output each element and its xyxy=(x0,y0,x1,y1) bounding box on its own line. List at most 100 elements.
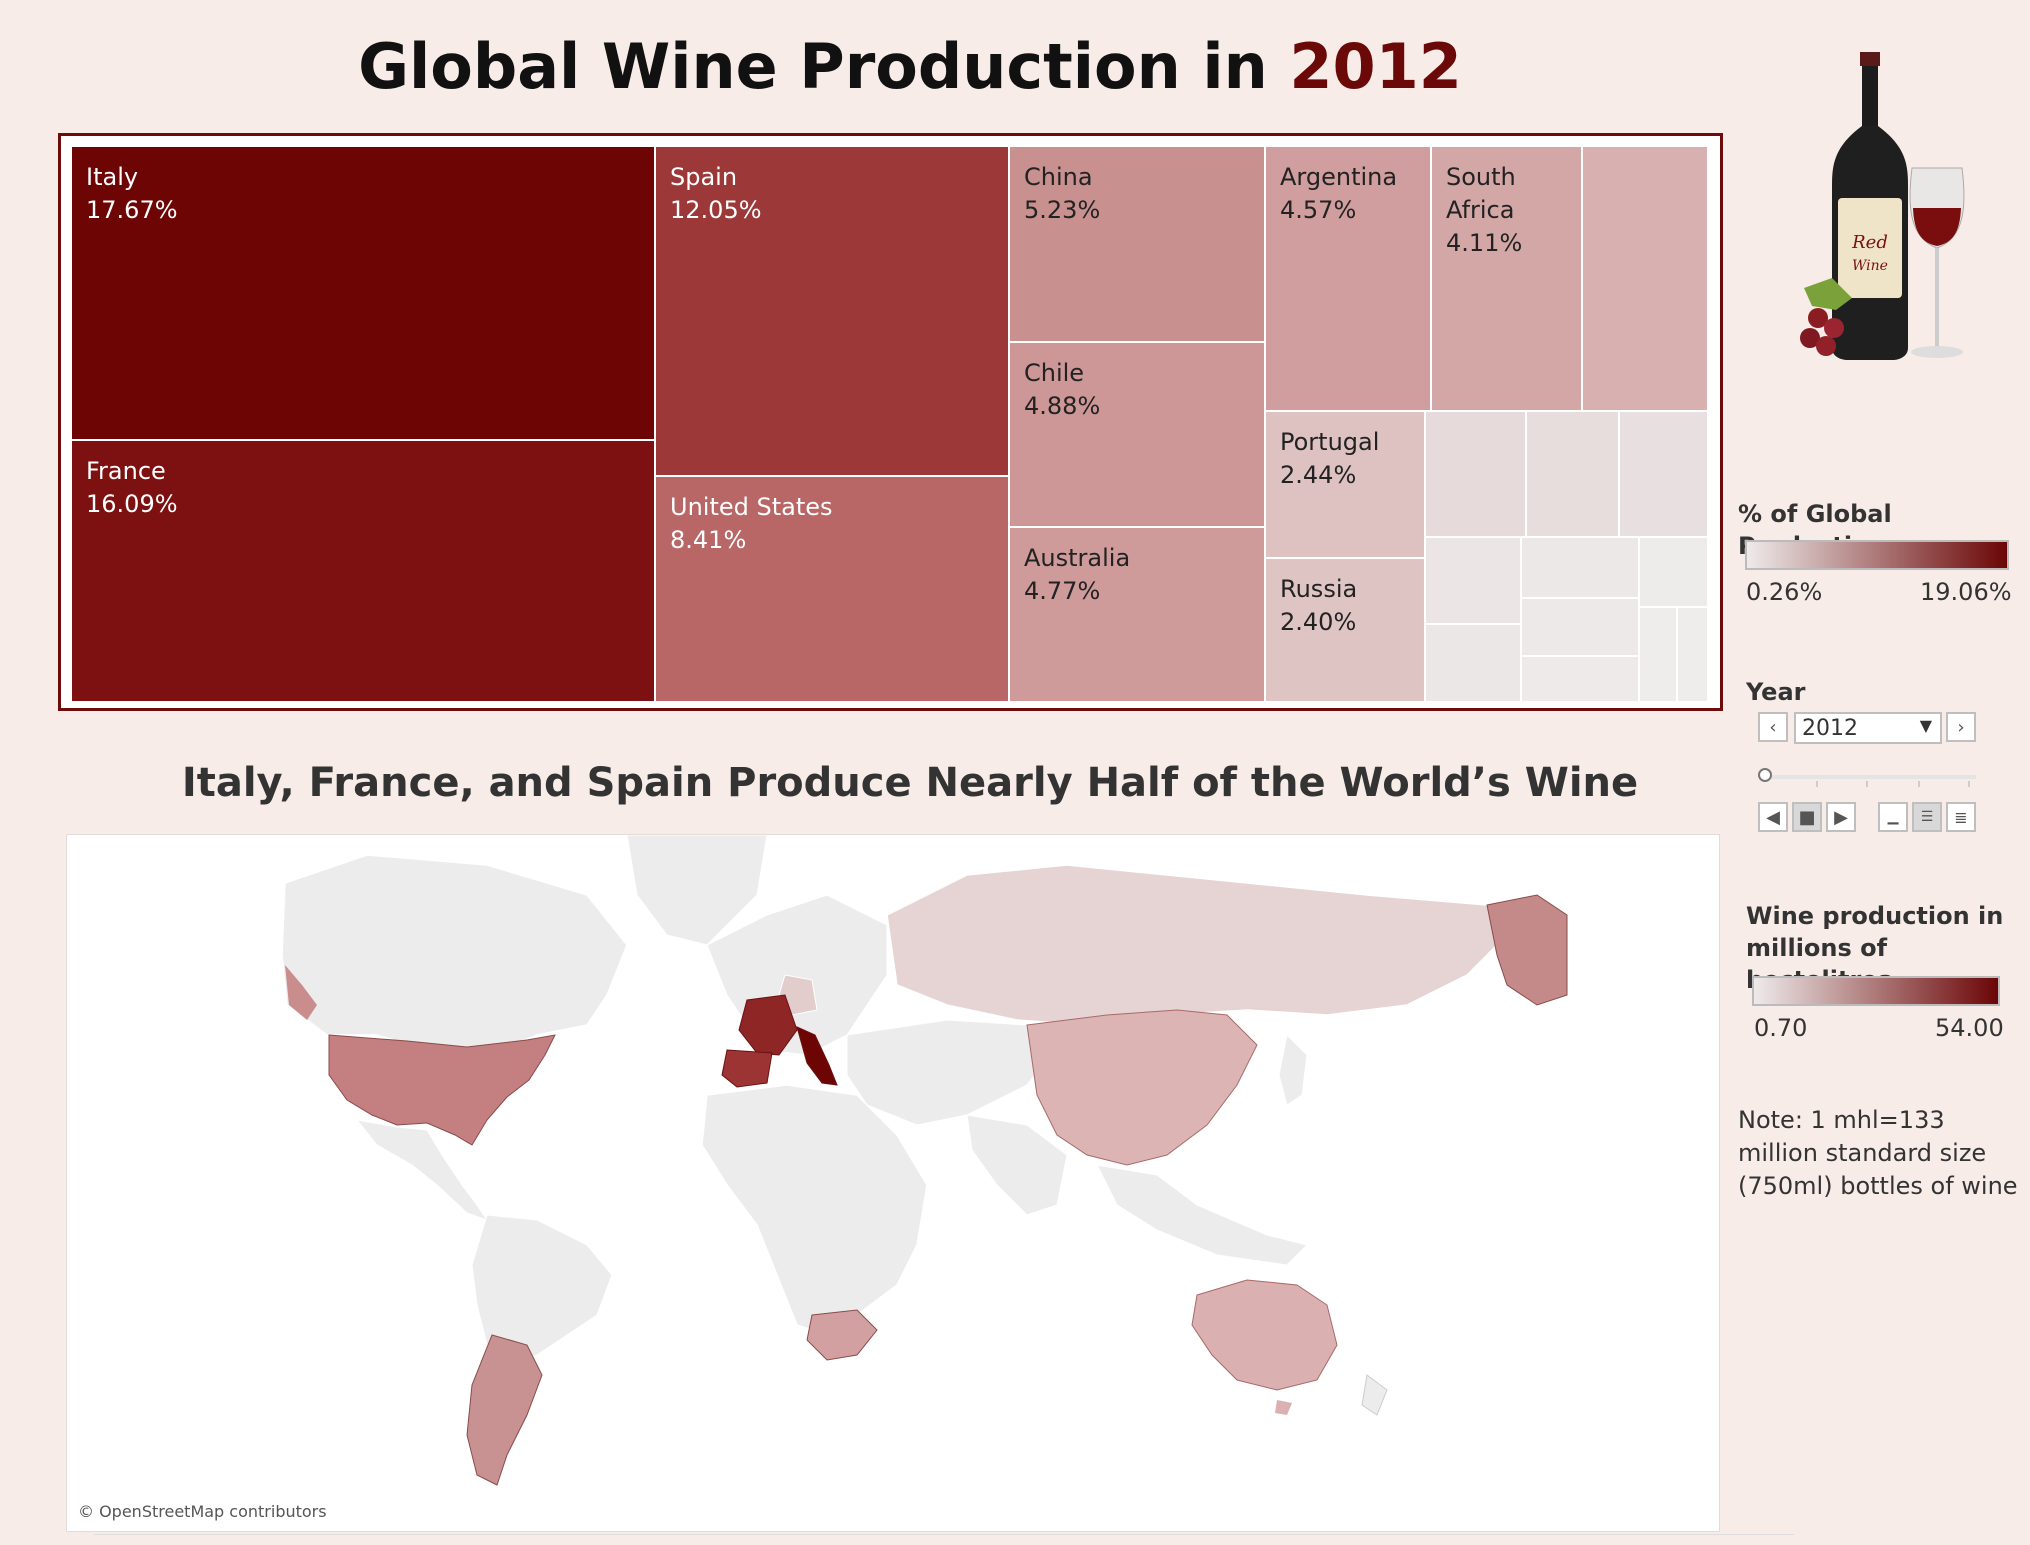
tile-label: United States xyxy=(670,493,833,521)
play-back-button[interactable]: ◀ xyxy=(1758,802,1788,832)
map-region-south-africa xyxy=(806,1309,878,1361)
year-select[interactable]: 2012 ▼ xyxy=(1794,712,1942,744)
tile-portugal[interactable]: Portugal 2.44% xyxy=(1265,411,1425,558)
world-map[interactable] xyxy=(66,834,1720,1532)
tile-label: China xyxy=(1024,163,1093,191)
tile-value: 5.23% xyxy=(1024,196,1101,224)
wine-bottle-icon: Red Wine xyxy=(1800,52,1965,360)
year-slider-thumb[interactable] xyxy=(1758,768,1772,782)
chevron-left-icon: ‹ xyxy=(1769,716,1777,738)
map-region-italy xyxy=(796,1026,838,1086)
share-legend-min: 0.26% xyxy=(1746,578,1823,606)
tile-label-line2: Africa xyxy=(1446,196,1515,224)
tile-value: 2.44% xyxy=(1280,461,1357,489)
map-region-south-asia xyxy=(966,1114,1068,1216)
tile-value: 2.40% xyxy=(1280,608,1357,636)
tile-value: 17.67% xyxy=(86,196,178,224)
map-region-central-america xyxy=(355,1119,489,1221)
tile-label: South xyxy=(1446,163,1516,191)
map-region-alaska-east xyxy=(1486,894,1568,1006)
tile-south-africa[interactable]: South Africa 4.11% xyxy=(1431,146,1582,411)
title-prefix: Global Wine Production in xyxy=(358,30,1290,103)
map-title: Italy, France, and Spain Produce Nearly … xyxy=(181,760,1639,806)
tile-argentina[interactable]: Argentina 4.57% xyxy=(1265,146,1431,411)
share-legend-gradient xyxy=(1745,540,2009,570)
year-select-value: 2012 xyxy=(1802,716,1858,741)
tile-small[interactable] xyxy=(1619,411,1708,537)
osm-credit[interactable]: © OpenStreetMap contributors xyxy=(78,1502,327,1521)
tile-small[interactable] xyxy=(1639,607,1677,702)
tile-label: Spain xyxy=(670,163,738,191)
tile-value: 4.77% xyxy=(1024,577,1101,605)
speed-fast-icon: ≣ xyxy=(1954,807,1968,827)
tile-small[interactable] xyxy=(1521,598,1639,656)
play-forward-icon: ▶ xyxy=(1834,806,1848,828)
stop-button[interactable]: ■ xyxy=(1792,802,1822,832)
treemap: Italy 17.67% France 16.09% Spain 12.05% Uni… xyxy=(71,146,1708,702)
dashboard-title: Global Wine Production in 2012 xyxy=(60,30,1760,103)
volume-legend-max: 54.00 xyxy=(1935,1014,2004,1042)
speed-medium-button[interactable]: ☰ xyxy=(1912,802,1942,832)
tile-value: 12.05% xyxy=(670,196,762,224)
tile-label: Russia xyxy=(1280,575,1358,603)
tile-value: 16.09% xyxy=(86,490,178,518)
speed-slow-icon: ▁ xyxy=(1887,809,1899,825)
tile-small[interactable] xyxy=(1425,411,1526,537)
volume-legend-min: 0.70 xyxy=(1754,1014,1808,1042)
volume-legend-title-line1: Wine production in xyxy=(1746,902,2004,930)
share-legend-max: 19.06% xyxy=(1920,578,2012,606)
tile-small[interactable] xyxy=(1582,146,1708,411)
tile-australia[interactable]: Australia 4.77% xyxy=(1009,527,1265,702)
tile-value: 4.57% xyxy=(1280,196,1357,224)
caret-down-icon: ▼ xyxy=(1919,716,1932,735)
map-region-canada xyxy=(281,854,628,1056)
speed-slow-button[interactable]: ▁ xyxy=(1878,802,1908,832)
tile-small[interactable] xyxy=(1677,607,1708,702)
tile-italy[interactable]: Italy 17.67% xyxy=(71,146,655,440)
map-region-china xyxy=(1026,1009,1258,1166)
tile-china[interactable]: China 5.23% xyxy=(1009,146,1265,342)
title-year: 2012 xyxy=(1289,30,1462,103)
tile-value: 8.41% xyxy=(670,526,747,554)
map-region-australia xyxy=(1191,1279,1338,1391)
tile-small[interactable] xyxy=(1639,537,1708,607)
tile-united-states[interactable]: United States 8.41% xyxy=(655,476,1009,702)
slider-tick xyxy=(1866,781,1868,787)
tile-france[interactable]: France 16.09% xyxy=(71,440,655,702)
svg-text:Red: Red xyxy=(1851,232,1888,253)
speed-medium-icon: ☰ xyxy=(1920,809,1934,825)
tile-small[interactable] xyxy=(1521,656,1639,702)
tile-chile[interactable]: Chile 4.88% xyxy=(1009,342,1265,527)
svg-text:Wine: Wine xyxy=(1852,258,1888,274)
tile-spain[interactable]: Spain 12.05% xyxy=(655,146,1009,476)
speed-fast-button[interactable]: ≣ xyxy=(1946,802,1976,832)
map-region-japan xyxy=(1278,1033,1308,1106)
tile-label: Argentina xyxy=(1280,163,1398,191)
world-map-svg xyxy=(281,835,1568,1486)
year-slider-track[interactable] xyxy=(1766,775,1976,779)
tile-small[interactable] xyxy=(1526,411,1619,537)
volume-legend-gradient xyxy=(1752,976,2000,1006)
map-region-new-zealand xyxy=(1361,1374,1388,1416)
treemap-frame: Italy 17.67% France 16.09% Spain 12.05% Uni… xyxy=(58,133,1723,711)
year-filter-label: Year xyxy=(1746,678,1806,706)
slider-tick xyxy=(1918,781,1920,787)
stop-icon: ■ xyxy=(1798,806,1816,828)
slider-tick xyxy=(1968,781,1970,787)
tile-value: 4.11% xyxy=(1446,229,1523,257)
tile-russia[interactable]: Russia 2.40% xyxy=(1265,558,1425,702)
tile-small[interactable] xyxy=(1425,624,1521,702)
prev-year-button[interactable]: ‹ xyxy=(1758,712,1788,742)
map-region-europe xyxy=(706,894,888,1056)
map-region-usa xyxy=(328,1034,556,1146)
tile-small[interactable] xyxy=(1521,537,1639,598)
slider-tick xyxy=(1816,781,1818,787)
next-year-button[interactable]: › xyxy=(1946,712,1976,742)
map-region-tasmania xyxy=(1275,1400,1292,1415)
map-region-alaska-west xyxy=(285,965,317,1020)
tile-label: Italy xyxy=(86,163,139,191)
map-region-southeast-asia xyxy=(1096,1164,1308,1266)
play-forward-button[interactable]: ▶ xyxy=(1826,802,1856,832)
tile-small[interactable] xyxy=(1425,537,1521,624)
map-region-south-america-north xyxy=(471,1214,613,1366)
